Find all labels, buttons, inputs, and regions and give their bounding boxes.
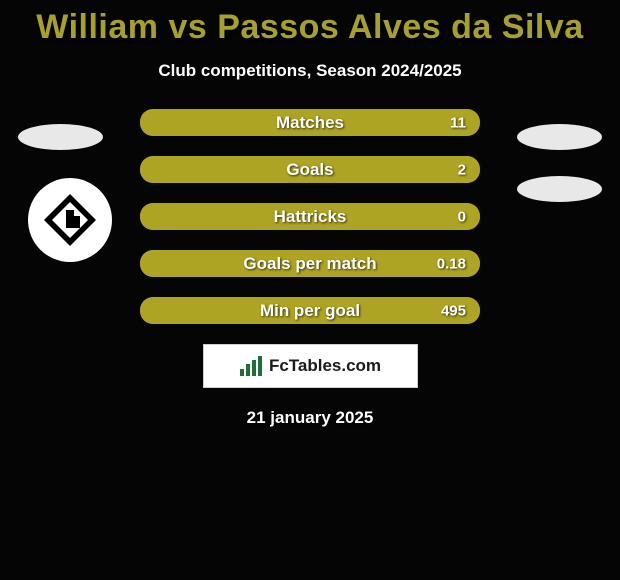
bar-chart-icon <box>239 355 265 377</box>
stat-label: Min per goal <box>260 301 360 321</box>
stat-value: 0.18 <box>437 255 466 272</box>
player-left-club-badge <box>28 178 112 262</box>
stat-label: Matches <box>276 113 344 133</box>
stat-row: Matches 11 <box>140 109 480 136</box>
club-crest-icon <box>38 188 102 252</box>
infographic-container: William vs Passos Alves da Silva Club co… <box>0 0 620 580</box>
stat-label: Hattricks <box>274 207 347 227</box>
player-right-flag-placeholder <box>517 124 602 150</box>
season-subtitle: Club competitions, Season 2024/2025 <box>0 61 620 81</box>
stat-row: Hattricks 0 <box>140 203 480 230</box>
player-right-club-placeholder <box>517 176 602 202</box>
snapshot-date: 21 january 2025 <box>0 408 620 428</box>
stat-row: Goals 2 <box>140 156 480 183</box>
stat-row: Min per goal 495 <box>140 297 480 324</box>
stat-value: 2 <box>458 161 466 178</box>
stat-value: 11 <box>450 114 466 131</box>
stat-label: Goals per match <box>243 254 376 274</box>
stat-label: Goals <box>286 160 333 180</box>
stat-value: 0 <box>458 208 466 225</box>
stat-row: Goals per match 0.18 <box>140 250 480 277</box>
source-logo: FcTables.com <box>203 344 418 388</box>
source-logo-text: FcTables.com <box>269 356 381 376</box>
comparison-title: William vs Passos Alves da Silva <box>0 0 620 47</box>
player-left-flag-placeholder <box>18 124 103 150</box>
stat-value: 495 <box>441 302 466 319</box>
